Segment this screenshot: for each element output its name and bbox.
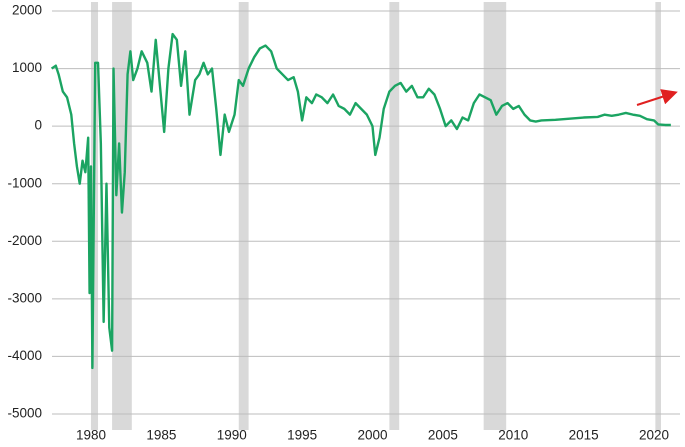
recession-band — [238, 2, 249, 430]
x-tick-label: 1990 — [217, 428, 247, 442]
x-tick-label: 1985 — [146, 428, 176, 442]
y-tick-label: -4000 — [7, 348, 42, 363]
x-tick-label: 1980 — [76, 428, 106, 442]
y-tick-label: -3000 — [7, 290, 42, 305]
x-tick-label: 2005 — [428, 428, 458, 442]
y-tick-label: 0 — [34, 118, 42, 133]
annotation-arrow — [636, 89, 678, 106]
x-tick-label: 2015 — [569, 428, 599, 442]
x-tick-label: 2020 — [639, 428, 669, 442]
data-line — [50, 32, 671, 370]
recession-band — [389, 2, 400, 430]
y-tick-label: -2000 — [7, 233, 42, 248]
x-tick-label: 1995 — [287, 428, 317, 442]
recession-band — [655, 2, 661, 430]
x-tick-label: 2000 — [357, 428, 387, 442]
x-tick-label: 2010 — [498, 428, 528, 442]
y-tick-label: -1000 — [7, 175, 42, 190]
y-tick-label: 2000 — [12, 3, 42, 18]
y-tick-label: -5000 — [7, 406, 42, 421]
y-tick-label: 1000 — [12, 60, 42, 75]
recession-band — [483, 2, 507, 430]
